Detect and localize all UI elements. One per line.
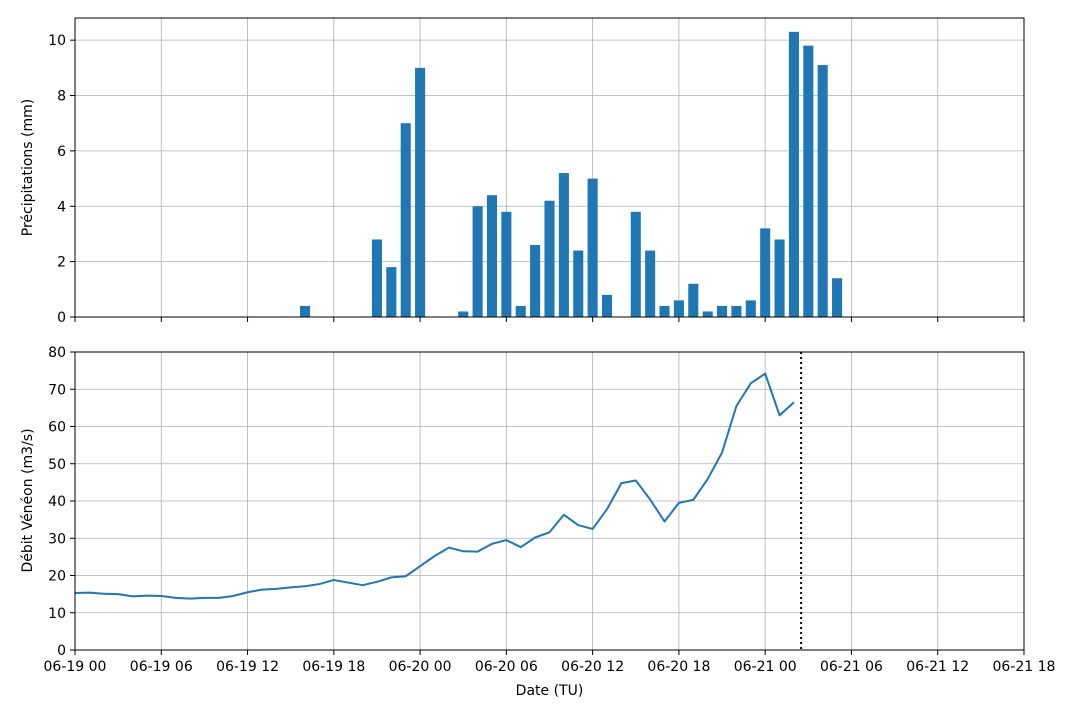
precipitation-bar: [717, 305, 728, 317]
y-axis-label-discharge: Débit Vénéon (m3/s): [20, 428, 36, 572]
precip-y-tick-label: 10: [48, 33, 66, 49]
precipitation-bar: [587, 178, 598, 317]
discharge-y-tick-label: 70: [48, 382, 66, 398]
precipitation-bar: [630, 211, 641, 317]
precip-y-tick-label: 8: [57, 89, 66, 105]
precipitation-bar: [702, 311, 713, 317]
precipitation-bar: [774, 239, 785, 317]
precipitation-bar: [486, 195, 498, 317]
precipitation-bar: [558, 173, 569, 317]
precipitation-bar: [817, 65, 828, 317]
precipitation-bar: [544, 200, 555, 317]
discharge-x-tick-label: 06-21 12: [906, 659, 969, 675]
discharge-x-tick-label: 06-21 18: [993, 659, 1056, 675]
precipitation-bar: [832, 278, 843, 317]
precipitation-bar: [515, 305, 526, 317]
discharge-y-tick-label: 10: [48, 606, 66, 622]
precipitation-bar: [731, 305, 742, 317]
y-axis-label-precipitation: Précipitations (mm): [20, 99, 36, 236]
precipitation-bar: [760, 228, 771, 317]
precip-y-tick-label: 0: [57, 310, 66, 326]
precipitation-bar: [530, 245, 541, 317]
precipitation-bar: [573, 250, 584, 317]
discharge-y-tick-label: 20: [48, 569, 66, 585]
precipitation-bar: [400, 123, 411, 317]
precip-axes-frame: [74, 17, 1025, 318]
discharge-x-tick-label: 06-20 06: [475, 659, 538, 675]
discharge-y-tick-label: 0: [57, 643, 66, 659]
discharge-y-tick-label: 40: [48, 494, 66, 510]
discharge-x-tick-label: 06-19 06: [130, 659, 193, 675]
discharge-x-tick-label: 06-19 00: [44, 659, 107, 675]
precipitation-bar: [386, 267, 397, 317]
precipitation-bar: [501, 211, 512, 317]
discharge-y-tick-label: 80: [48, 345, 66, 361]
discharge-x-tick-label: 06-19 18: [302, 659, 365, 675]
discharge-x-tick-label: 06-20 00: [389, 659, 452, 675]
discharge-x-tick-label: 06-20 12: [561, 659, 624, 675]
discharge-y-tick-label: 50: [48, 457, 66, 473]
discharge-x-tick-label: 06-19 12: [216, 659, 279, 675]
precip-y-tick-label: 4: [57, 199, 66, 215]
x-axis-label: Date (TU): [516, 683, 584, 699]
precipitation-bar: [300, 305, 311, 317]
precipitation-bar: [458, 311, 469, 317]
discharge-y-tick-label: 60: [48, 420, 66, 436]
precipitation-chart: 0 2 4 6 8 10: [48, 17, 1025, 326]
precipitation-bar: [788, 31, 799, 318]
precipitation-bar: [803, 45, 814, 318]
precipitation-bar: [673, 300, 684, 317]
precipitation-bar: [659, 305, 670, 317]
discharge-x-tick-label: 06-20 18: [647, 659, 710, 675]
discharge-x-tick-label: 06-21 06: [820, 659, 883, 675]
precip-y-tick-label: 6: [57, 144, 66, 160]
precipitation-bar: [745, 300, 756, 317]
precipitation-bar: [472, 206, 483, 317]
discharge-chart: 0 10 20 30 40 50 60 70 80 06-19 00 06-19 06 06-19 1…: [44, 345, 1056, 675]
precip-y-tick-label: 2: [57, 255, 66, 271]
precipitation-bar: [415, 67, 426, 317]
discharge-series-line: [74, 372, 795, 600]
precipitation-bar: [645, 250, 656, 317]
discharge-x-tick-label: 06-21 00: [734, 659, 797, 675]
precipitation-bar: [371, 239, 382, 317]
precipitation-bar: [688, 283, 699, 317]
precipitation-bar: [601, 294, 613, 317]
discharge-y-tick-label: 30: [48, 531, 66, 547]
